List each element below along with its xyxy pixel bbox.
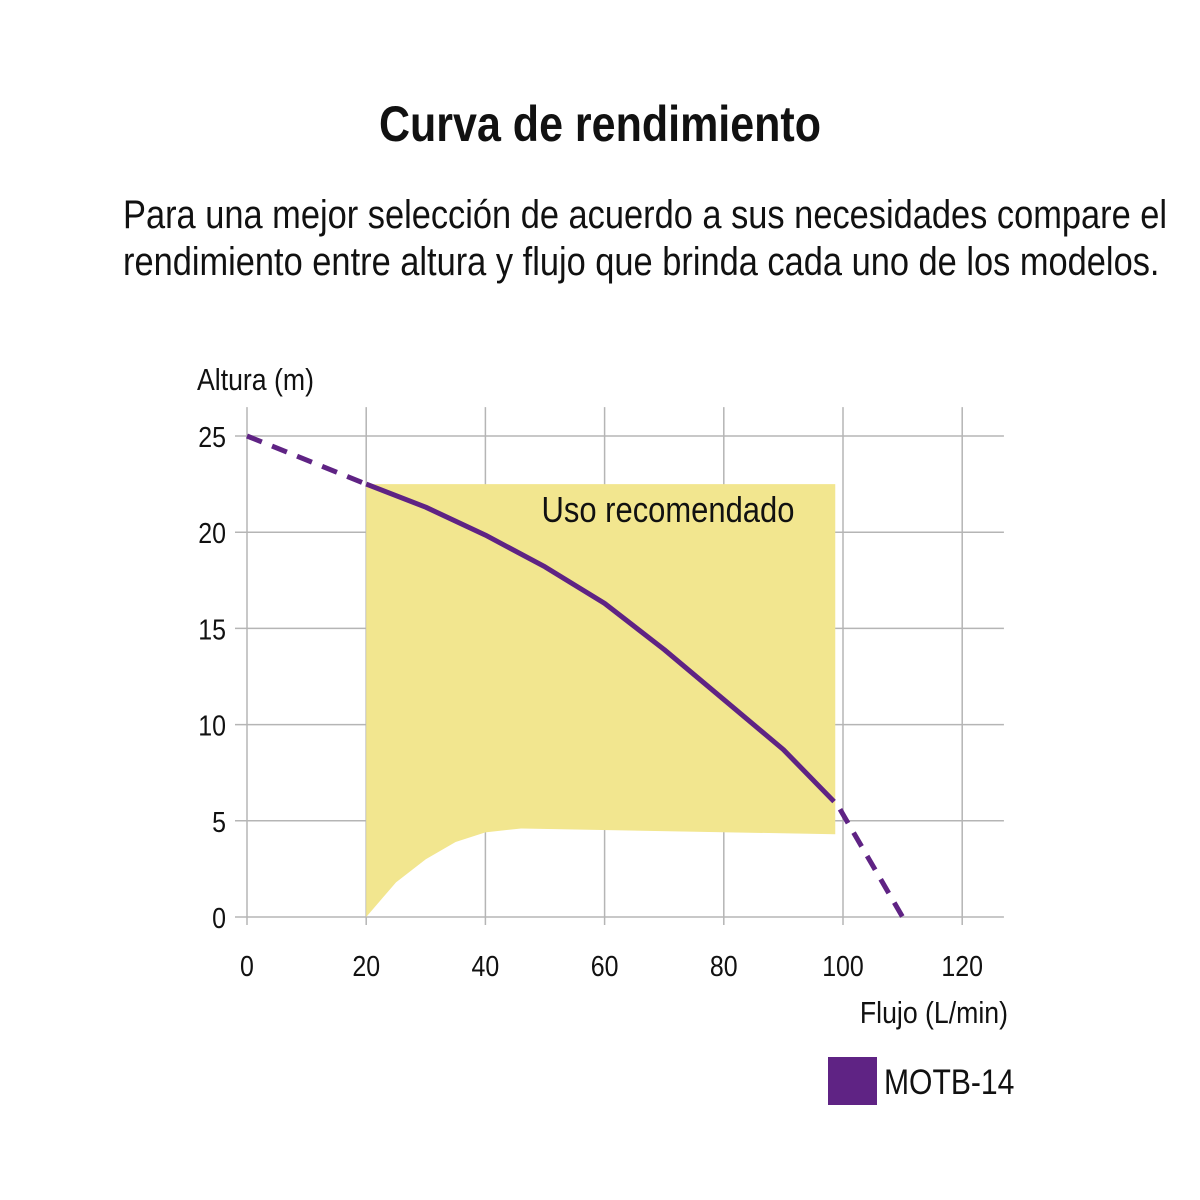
tick-labels: 0 20 40 60 80 100 120 0 5 10 15 20 25 (198, 421, 983, 982)
series-dashed-start (246, 433, 368, 487)
series-lines (246, 433, 905, 919)
x-tick-label: 40 (472, 950, 500, 982)
x-tick-label: 100 (822, 950, 864, 982)
page-title: Curva de rendimiento (378, 96, 822, 152)
y-axis-label: Altura (m) (197, 363, 314, 397)
x-tick-label: 20 (352, 950, 380, 982)
x-tick-label: 60 (591, 950, 619, 982)
series-dashed-end (837, 808, 905, 919)
y-tick-label: 25 (198, 421, 226, 453)
x-tick-label: 0 (240, 950, 254, 982)
x-tick-label: 80 (710, 950, 738, 982)
series-line (365, 481, 836, 804)
y-tick-label: 15 (198, 614, 226, 646)
x-tick-label: 120 (941, 950, 983, 982)
y-tick-label: 10 (198, 710, 226, 742)
region-label: Uso recomendado (542, 491, 795, 531)
description: Para una mejor selección de acuerdo a su… (123, 193, 1168, 284)
x-axis-label: Flujo (L/min) (860, 996, 1008, 1030)
y-tick-label: 20 (198, 517, 226, 549)
y-tick-label: 5 (212, 806, 226, 838)
legend-swatch (828, 1057, 877, 1105)
legend-label: MOTB-14 (884, 1062, 1014, 1102)
y-tick-label: 0 (212, 902, 226, 934)
recommended-region (366, 484, 836, 917)
